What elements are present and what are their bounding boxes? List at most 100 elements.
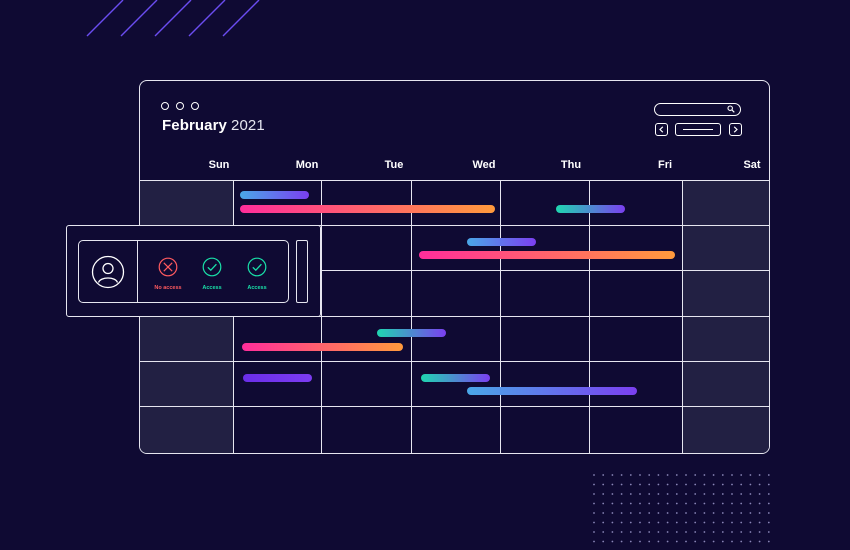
permission-access[interactable]: Access [232,257,282,291]
decor-dot [740,521,743,524]
decor-dot [685,540,687,543]
decor-dot [620,540,623,543]
access-permission-panel: No access Access Access [66,225,321,317]
decor-dot [749,531,752,533]
decor-dot [602,521,605,524]
decor-dot [694,502,697,505]
grid-row-line [140,225,769,227]
event-bar[interactable] [243,374,312,382]
decor-dot [648,493,651,495]
decor-dot [767,474,770,476]
date-range-selector[interactable] [675,123,721,136]
event-bar[interactable] [467,238,536,246]
decor-dot [648,521,651,524]
permission-no-access[interactable]: No access [143,257,193,291]
grid-row-line [140,270,769,272]
decor-dot [749,483,752,486]
panel-drag-handle[interactable] [296,240,308,303]
decor-dot [721,474,724,476]
window-dot-icon[interactable] [176,102,184,110]
decor-dot [611,483,614,486]
day-header-fri: Fri [657,159,673,171]
day-header-tue: Tue [384,159,404,171]
decor-dot [675,502,678,505]
decor-dot [620,502,623,505]
permission-access[interactable]: Access [187,257,237,291]
window-controls [161,102,199,110]
decor-dot [620,493,623,495]
decor-dot [657,540,660,543]
decor-dot [611,540,614,543]
decor-dot [703,474,706,476]
event-bar[interactable] [242,343,403,351]
decor-dot [666,502,669,505]
previous-month-button[interactable] [655,123,668,136]
decor-dot [712,521,715,524]
decor-dot [657,502,660,505]
grid-row-line [140,361,769,363]
decor-dot [767,531,770,533]
event-bar[interactable] [467,387,637,395]
decor-dot [767,512,770,514]
decor-dot [749,540,752,543]
day-header-mon: Mon [295,159,319,171]
decor-dot [657,493,660,495]
permission-label: No access [154,285,182,291]
day-header-sun: Sun [208,159,230,171]
day-header-wed: Wed [472,159,496,171]
user-avatar-icon[interactable] [91,255,125,289]
decor-dot [731,483,733,486]
event-bar[interactable] [240,205,495,213]
decor-dot [666,474,669,476]
next-month-button[interactable] [729,123,742,136]
check-circle-icon [247,257,267,277]
event-bar[interactable] [377,329,446,337]
decor-dot [721,502,724,505]
event-bar[interactable] [556,205,625,213]
decor-dot [731,512,733,514]
decor-dot [712,540,715,543]
window-dot-icon[interactable] [161,102,169,110]
decor-dot [666,493,669,495]
decor-dot [694,474,697,476]
access-card: No access Access Access [78,240,289,303]
decor-dot [675,521,678,524]
decor-dot [666,521,669,524]
decor-dot [639,474,641,476]
event-bar[interactable] [421,374,490,382]
decor-dot [712,502,715,505]
calendar-grid [140,180,769,453]
decor-dot [721,540,724,543]
decor-dot [648,531,651,533]
decor-dot [629,512,632,514]
grid-column-line [500,180,502,453]
decor-dot [758,521,761,524]
event-bar[interactable] [240,191,309,199]
decor-dot [639,521,641,524]
decor-dot [648,512,651,514]
decor-dot [657,531,660,533]
decor-dot [602,502,605,505]
decor-dot [666,483,669,486]
decor-dot [740,502,743,505]
search-input[interactable] [654,103,741,116]
decor-dot [629,540,632,543]
decor-dot [593,531,595,533]
decor-dot [685,531,687,533]
decor-dot [629,493,632,495]
decor-dot [675,540,678,543]
event-bar[interactable] [419,251,675,259]
permission-label: Access [247,285,267,291]
decor-dot [602,474,605,476]
window-dot-icon[interactable] [191,102,199,110]
decor-dot [731,540,733,543]
decor-dot [740,474,743,476]
grid-column-line [411,180,413,453]
x-circle-icon [158,257,178,277]
decor-dot [611,493,614,495]
decor-dot [639,493,641,495]
decor-dot [685,512,687,514]
decor-dot [758,493,761,495]
decor-dot [593,540,595,543]
decor-dot [703,512,706,514]
